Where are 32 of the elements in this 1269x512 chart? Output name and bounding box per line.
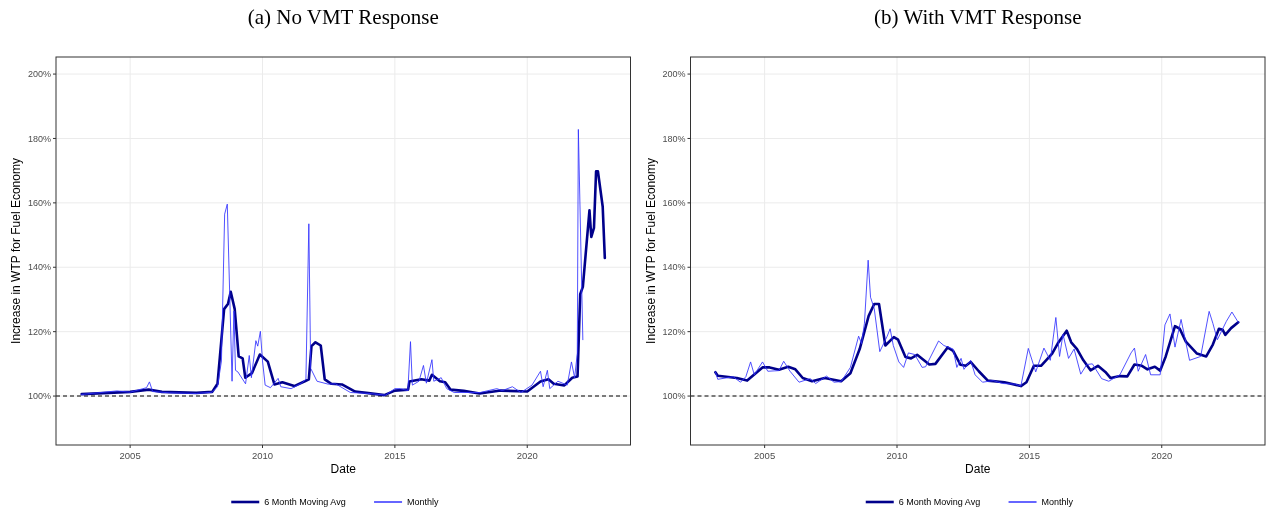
x-tick-label: 2005 [754, 450, 776, 461]
chart-title: (a) No VMT Response [247, 5, 439, 29]
x-tick-label: 2005 [119, 450, 141, 461]
chart-title: (b) With VMT Response [874, 5, 1082, 29]
y-axis-title: Increase in WTP for Fuel Economy [9, 158, 23, 344]
y-tick-label: 200% [27, 69, 51, 80]
y-axis-title: Increase in WTP for Fuel Economy [643, 158, 658, 344]
legend-label: 6 Month Moving Avg [898, 497, 981, 508]
x-axis-title: Date [965, 462, 991, 476]
y-tick-label: 160% [662, 198, 686, 209]
y-tick-label: 140% [662, 262, 686, 273]
line-series [714, 259, 1239, 387]
y-tick-label: 200% [662, 69, 686, 80]
y-tick-label: 100% [27, 391, 51, 402]
y-tick-label: 140% [27, 262, 51, 273]
legend-label: Monthly [1041, 497, 1074, 508]
x-axis-title: Date [330, 462, 357, 476]
x-tick-label: 2020 [516, 450, 538, 461]
y-tick-label: 120% [662, 326, 686, 337]
y-tick-label: 180% [27, 133, 51, 144]
x-tick-label: 2015 [1018, 450, 1040, 461]
y-tick-label: 120% [27, 326, 51, 337]
x-tick-label: 2020 [1151, 450, 1173, 461]
y-tick-label: 160% [27, 198, 51, 209]
line-series [81, 128, 584, 396]
x-tick-label: 2010 [886, 450, 908, 461]
y-tick-label: 100% [662, 391, 686, 402]
x-tick-label: 2010 [251, 450, 274, 461]
y-tick-label: 180% [662, 133, 686, 144]
legend-label: 6 Month Moving Avg [264, 497, 346, 508]
x-tick-label: 2015 [384, 450, 406, 461]
legend-label: Monthly [407, 497, 440, 508]
